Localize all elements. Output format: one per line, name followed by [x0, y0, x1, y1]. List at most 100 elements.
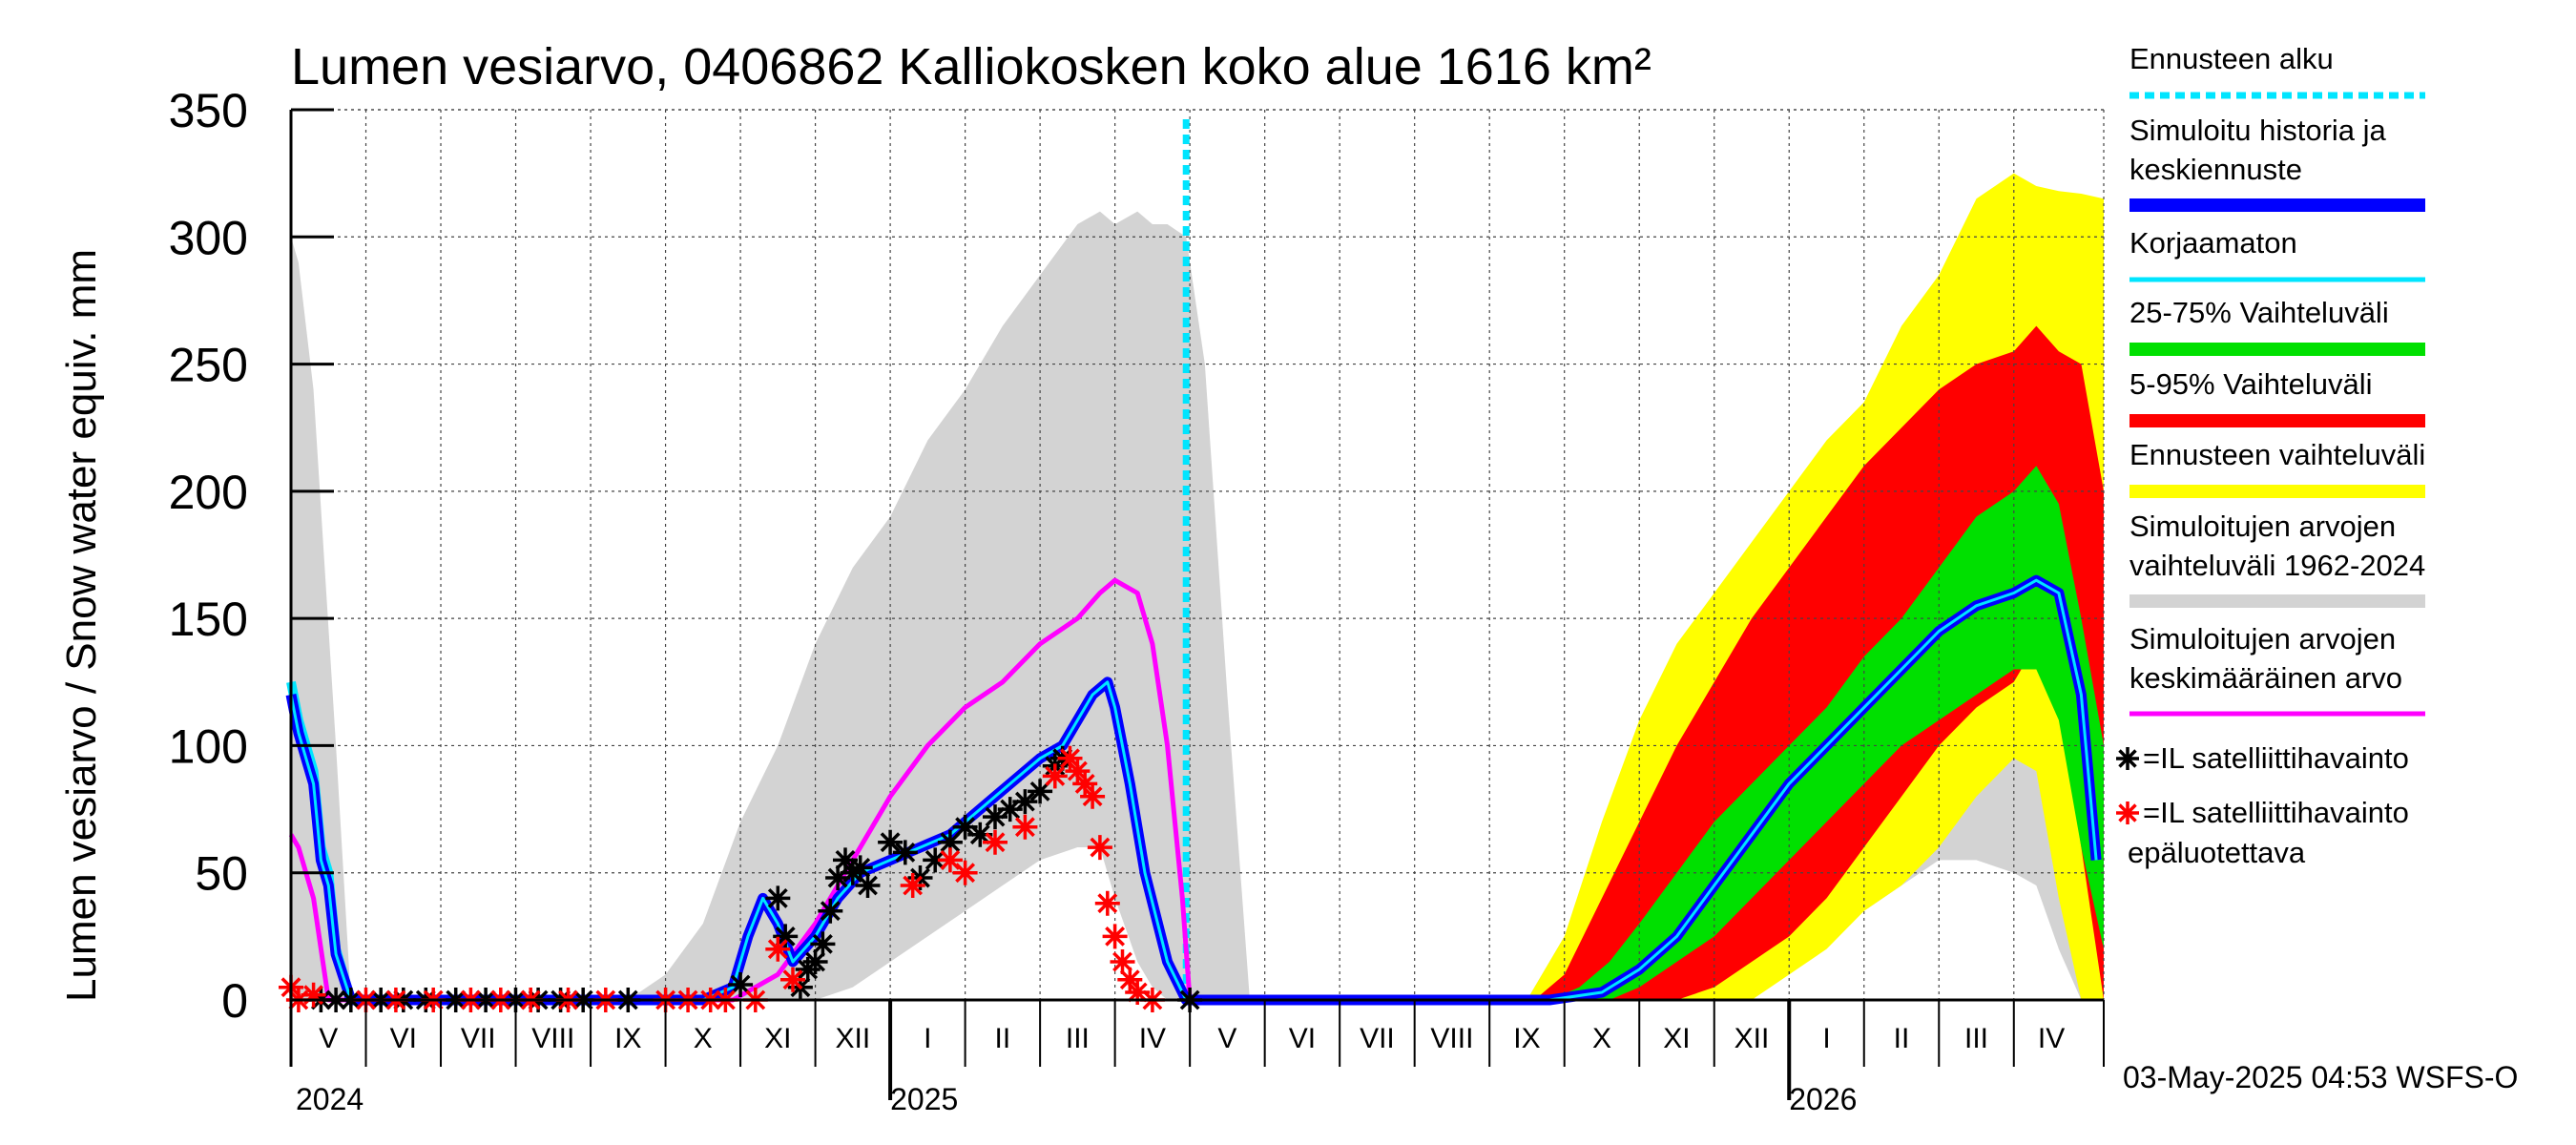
legend-label2-9: epäluotettava: [2128, 836, 2306, 869]
month-label-19: XII: [1735, 1023, 1770, 1054]
y-tick-label-3: 150: [169, 593, 248, 646]
month-label-20: I: [1822, 1023, 1830, 1054]
obs-0-point-22: [833, 847, 858, 873]
legend-label-2: Korjaamaton: [2129, 226, 2297, 260]
month-label-22: III: [1964, 1023, 1988, 1054]
legend-label-5: Ennusteen vaihteluväli: [2129, 438, 2425, 471]
obs-1-point-22: [1012, 814, 1038, 840]
obs-1-point-23: [1042, 763, 1068, 789]
year-label-2: 2026: [1789, 1082, 1857, 1116]
obs-0-point-14: [765, 885, 791, 911]
obs-0-point-29: [923, 847, 948, 873]
month-label-0: V: [319, 1023, 338, 1054]
obs-0-point-34: [997, 797, 1023, 822]
legend: Ennusteen alku Simuloitu historia ja keski…: [2116, 42, 2425, 869]
obs-0-point-32: [967, 822, 993, 847]
month-label-8: I: [924, 1023, 931, 1054]
obs-0-point-23: [840, 860, 865, 885]
legend-label-6: Simuloitujen arvojen: [2129, 510, 2396, 543]
y-tick-label-0: 0: [221, 974, 248, 1028]
obs-1-point-16: [765, 936, 791, 962]
month-label-11: IV: [1139, 1023, 1166, 1054]
year-label-0: 2024: [296, 1082, 364, 1116]
month-label-1: VI: [390, 1023, 417, 1054]
y-tick-label-1: 50: [195, 847, 248, 901]
obs-0-point-20: [818, 898, 843, 924]
legend-label-8: =IL satelliittihavainto: [2143, 741, 2409, 775]
obs-1-point-24: [1057, 745, 1083, 771]
obs-0-point-26: [878, 829, 904, 855]
band-2: [1534, 325, 2104, 1001]
month-label-4: IX: [614, 1023, 641, 1054]
obs-1-point-26: [1072, 771, 1098, 797]
obs-0-point-27: [892, 840, 918, 865]
obs-1-point-31: [1110, 949, 1135, 974]
legend-marker-9: [2116, 802, 2139, 824]
obs-0-point-25: [855, 873, 881, 898]
month-label-12: V: [1217, 1023, 1236, 1054]
chart-title: Lumen vesiarvo, 0406862 Kalliokosken kok…: [291, 38, 1652, 95]
obs-0-point-19: [810, 931, 836, 957]
month-label-16: IX: [1513, 1023, 1540, 1054]
gridlines: [291, 109, 2105, 1001]
month-label-6: XI: [764, 1023, 791, 1054]
obs-0-point-30: [937, 829, 963, 855]
obs-1-point-18: [900, 873, 925, 898]
y-axis-label: Lumen vesiarvo / Snow water equiv. mm: [58, 249, 105, 1002]
y-tick-label-4: 200: [169, 466, 248, 519]
obs-1-point-28: [1087, 835, 1112, 861]
obs-1-point-19: [937, 847, 963, 873]
legend-label-1: Simuloitu historia ja: [2129, 114, 2387, 147]
y-tick-label-7: 350: [169, 84, 248, 137]
legend-label-7: Simuloitujen arvojen: [2129, 622, 2396, 656]
obs-0-point-15: [773, 924, 799, 949]
legend-label-4: 5-95% Vaihteluväli: [2129, 367, 2372, 401]
obs-1-point-27: [1080, 783, 1106, 809]
legend-label-0: Ennusteen alku: [2129, 42, 2334, 75]
obs-0-point-31: [952, 814, 978, 840]
obs-1-point-25: [1065, 759, 1091, 784]
obs-1-point-29: [1094, 890, 1120, 916]
month-label-7: XII: [835, 1023, 870, 1054]
month-label-15: VIII: [1430, 1023, 1473, 1054]
obs-0-point-13: [728, 972, 754, 997]
month-label-21: II: [1894, 1023, 1910, 1054]
month-label-10: III: [1066, 1023, 1090, 1054]
range-bands: [291, 173, 2104, 1001]
month-label-3: VIII: [531, 1023, 574, 1054]
legend-label2-6: vaihteluväli 1962-2024: [2129, 549, 2425, 582]
y-tick-label-6: 300: [169, 211, 248, 264]
month-label-23: IV: [2038, 1023, 2065, 1054]
obs-0-point-24: [847, 855, 873, 881]
obs-1-point-20: [952, 860, 978, 885]
obs-0-point-21: [825, 865, 851, 890]
timestamp-footer: 03-May-2025 04:53 WSFS-O: [2123, 1060, 2518, 1094]
month-label-2: VII: [461, 1023, 496, 1054]
month-label-5: X: [694, 1023, 713, 1054]
legend-marker-8: [2116, 747, 2139, 770]
obs-0-point-33: [983, 804, 1008, 830]
series-lines: [285, 119, 2102, 1006]
legend-label-3: 25-75% Vaihteluväli: [2129, 296, 2389, 329]
obs-1-point-17: [780, 967, 805, 992]
obs-0-point-18: [802, 949, 828, 974]
year-label-1: 2025: [890, 1082, 958, 1116]
obs-1-point-30: [1102, 924, 1128, 949]
y-tick-label-5: 250: [169, 339, 248, 392]
legend-label2-1: keskiennuste: [2129, 153, 2302, 186]
month-label-17: X: [1592, 1023, 1611, 1054]
series-line-2-core: [289, 578, 2098, 1002]
month-label-18: XI: [1663, 1023, 1690, 1054]
obs-1-point-2: [301, 982, 326, 1008]
month-label-13: VI: [1289, 1023, 1316, 1054]
legend-label-9: =IL satelliittihavainto: [2143, 796, 2409, 829]
obs-1-point-32: [1117, 967, 1143, 992]
legend-label2-7: keskimääräinen arvo: [2129, 661, 2402, 695]
obs-0-point-36: [1028, 779, 1053, 804]
y-tick-label-2: 100: [169, 719, 248, 773]
obs-1-point-33: [1125, 980, 1151, 1005]
obs-1-point-21: [983, 829, 1008, 855]
month-label-14: VII: [1360, 1023, 1395, 1054]
